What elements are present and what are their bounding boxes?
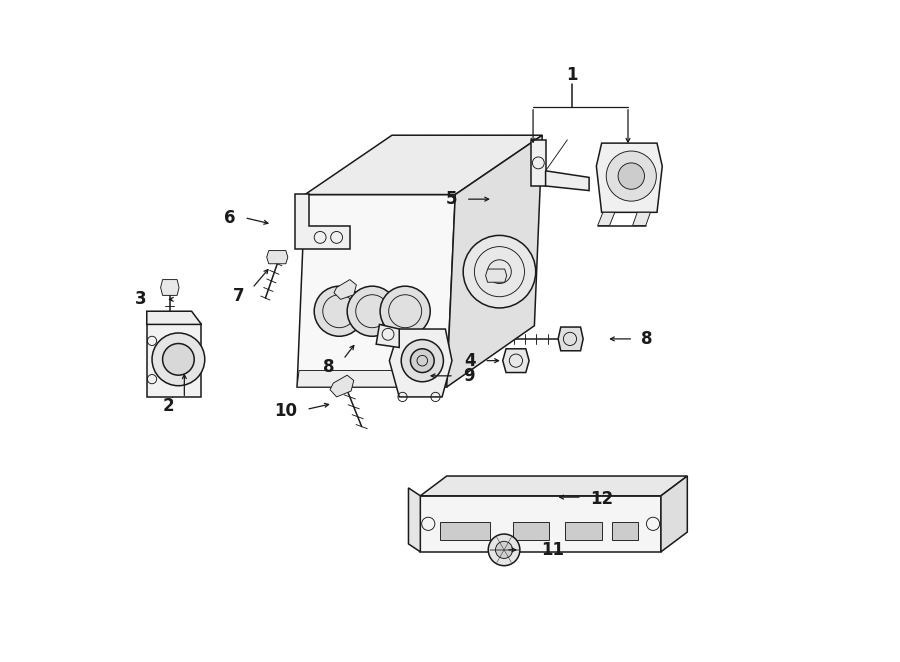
Polygon shape	[266, 251, 288, 263]
Text: 12: 12	[590, 490, 613, 508]
Circle shape	[380, 286, 430, 336]
Polygon shape	[297, 371, 446, 387]
Polygon shape	[503, 349, 529, 373]
Text: 11: 11	[541, 541, 564, 559]
Polygon shape	[545, 171, 590, 191]
Polygon shape	[440, 522, 490, 540]
Polygon shape	[598, 213, 615, 226]
Polygon shape	[611, 522, 638, 540]
Circle shape	[314, 286, 364, 336]
Polygon shape	[376, 324, 400, 348]
Circle shape	[607, 151, 656, 201]
Text: 4: 4	[464, 352, 476, 369]
Circle shape	[163, 344, 194, 375]
Polygon shape	[330, 375, 354, 397]
Circle shape	[347, 286, 397, 336]
Polygon shape	[486, 269, 507, 282]
Text: 10: 10	[274, 402, 297, 420]
Polygon shape	[147, 311, 202, 324]
Text: 2: 2	[163, 397, 175, 415]
Polygon shape	[565, 522, 601, 540]
Text: 7: 7	[233, 287, 244, 305]
Polygon shape	[446, 135, 543, 387]
Circle shape	[618, 163, 644, 189]
Text: 8: 8	[641, 330, 652, 348]
Text: 3: 3	[135, 291, 147, 308]
Polygon shape	[409, 488, 420, 552]
Circle shape	[152, 333, 205, 386]
Polygon shape	[531, 140, 545, 186]
Text: 6: 6	[224, 209, 236, 226]
Circle shape	[464, 236, 536, 308]
Polygon shape	[661, 476, 688, 552]
Polygon shape	[160, 279, 179, 295]
Text: 1: 1	[566, 66, 578, 84]
Circle shape	[401, 340, 444, 382]
Polygon shape	[597, 143, 662, 213]
Polygon shape	[513, 522, 549, 540]
Polygon shape	[297, 195, 455, 387]
Polygon shape	[390, 329, 452, 397]
Circle shape	[410, 349, 434, 373]
Polygon shape	[420, 496, 661, 552]
Polygon shape	[295, 194, 350, 249]
Text: 8: 8	[323, 358, 335, 376]
Polygon shape	[147, 324, 202, 397]
Circle shape	[488, 534, 520, 566]
Polygon shape	[558, 327, 583, 351]
Polygon shape	[305, 135, 543, 195]
Text: 5: 5	[446, 190, 457, 208]
Circle shape	[496, 542, 513, 559]
Polygon shape	[334, 279, 356, 299]
Text: 9: 9	[464, 367, 475, 385]
Polygon shape	[633, 213, 651, 226]
Polygon shape	[420, 476, 688, 496]
